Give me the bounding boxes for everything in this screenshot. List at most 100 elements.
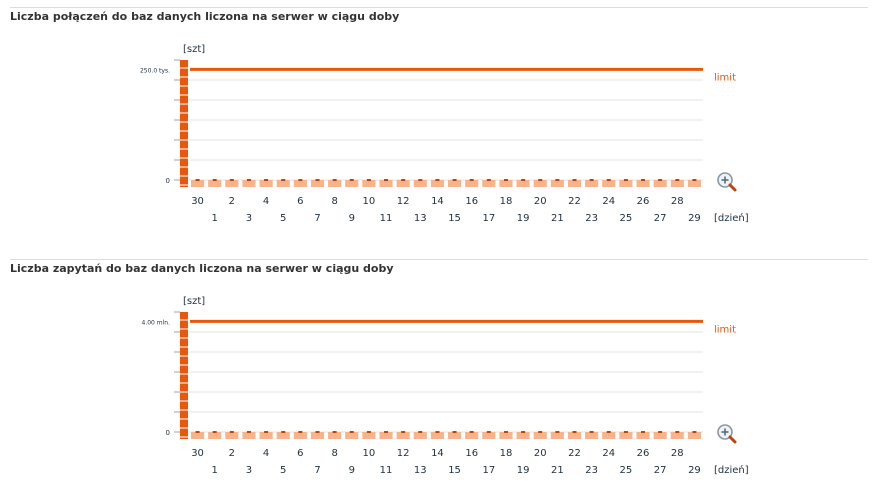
bar [687, 180, 701, 187]
bar-cap [486, 431, 491, 433]
bar [242, 180, 256, 187]
x-tick-label: 19 [517, 465, 530, 476]
x-tick-label: 1 [212, 465, 218, 476]
bar [276, 432, 290, 439]
bar [345, 432, 359, 439]
bar-cap [572, 179, 577, 181]
y-tick-label: 0 [166, 177, 170, 185]
bar-cap [692, 431, 697, 433]
bar [670, 180, 684, 187]
x-tick-label: 6 [297, 196, 303, 207]
y-tick-label: 0 [166, 429, 170, 437]
bar-cap [246, 179, 251, 181]
x-tick-label: 5 [280, 213, 286, 224]
bar [653, 180, 667, 187]
bar [585, 432, 599, 439]
x-tick-label: 2 [229, 196, 235, 207]
bar-cap [212, 179, 217, 181]
x-tick-label: 7 [314, 465, 320, 476]
zoom-in-icon[interactable] [715, 170, 737, 192]
bar-cap [332, 431, 337, 433]
bar [550, 432, 564, 439]
x-tick-label: 16 [465, 448, 478, 459]
bar [567, 180, 582, 187]
x-tick-label: 29 [688, 465, 701, 476]
x-tick-label: 28 [671, 448, 684, 459]
bar-cap [589, 179, 594, 181]
bar [636, 180, 650, 187]
x-tick-label: 27 [654, 465, 667, 476]
bar-cap [195, 431, 200, 433]
limit-label: limit [714, 72, 736, 83]
bar-cap [384, 431, 389, 433]
bar-cap [281, 431, 286, 433]
x-tick-label: 26 [637, 448, 650, 459]
bar [191, 180, 205, 187]
bar [567, 432, 582, 439]
chart-panel-connections: Liczba połączeń do baz danych liczona na… [0, 0, 881, 245]
bar-cap [692, 179, 697, 181]
x-tick-label: 15 [448, 465, 461, 476]
bar-cap [384, 179, 389, 181]
bar-cap [589, 431, 594, 433]
chart-svg: [szt]04.00 mln.limit30123456789101112131… [142, 296, 749, 476]
x-tick-label: 8 [331, 448, 337, 459]
x-tick-label: 20 [534, 196, 547, 207]
bar-cap [555, 431, 560, 433]
y-axis-bar [180, 312, 188, 439]
x-tick-label: 4 [263, 448, 269, 459]
title-divider [10, 7, 868, 8]
bar-cap [264, 431, 269, 433]
x-tick-label: 13 [414, 465, 427, 476]
bar [482, 180, 496, 187]
bar-cap [264, 179, 269, 181]
bar [430, 180, 444, 187]
bar [499, 432, 513, 439]
bar [259, 180, 273, 187]
bar-cap [401, 431, 406, 433]
bar [293, 180, 307, 187]
bar [362, 432, 376, 439]
x-tick-label: 19 [517, 213, 530, 224]
bar [687, 432, 701, 439]
x-tick-label: 13 [414, 213, 427, 224]
x-tick-label: 9 [349, 465, 355, 476]
limit-label: limit [714, 324, 736, 335]
x-tick-label: 18 [500, 448, 513, 459]
x-tick-label: 26 [637, 196, 650, 207]
bar-cap [332, 179, 337, 181]
y-axis-bar [180, 60, 188, 187]
bar-cap [315, 179, 320, 181]
bar-cap [486, 179, 491, 181]
bar [225, 432, 239, 439]
bar [653, 432, 667, 439]
x-tick-label: 23 [585, 465, 598, 476]
bar [413, 432, 427, 439]
bar [259, 432, 273, 439]
x-tick-label: 7 [314, 213, 320, 224]
bar [362, 180, 376, 187]
bar-cap [452, 431, 457, 433]
bar-cap [298, 179, 303, 181]
bar-cap [623, 431, 628, 433]
y-tick-label: 250.0 tys. [140, 67, 170, 74]
bar-cap [623, 179, 628, 181]
x-tick-label: 6 [297, 448, 303, 459]
bar [379, 432, 393, 439]
bar-cap [195, 179, 200, 181]
bar-cap [606, 431, 611, 433]
bar-cap [418, 431, 423, 433]
bar-cap [298, 431, 303, 433]
bar [516, 180, 530, 187]
bar [533, 432, 547, 439]
bar-cap [366, 179, 371, 181]
bar-cap [572, 431, 577, 433]
bar-cap [212, 431, 217, 433]
bar [602, 180, 616, 187]
bar [448, 180, 462, 187]
zoom-in-icon[interactable] [715, 422, 737, 444]
x-tick-label: 22 [568, 196, 581, 207]
bar-cap [521, 431, 526, 433]
title-divider [10, 259, 868, 260]
x-tick-label: 4 [263, 196, 269, 207]
